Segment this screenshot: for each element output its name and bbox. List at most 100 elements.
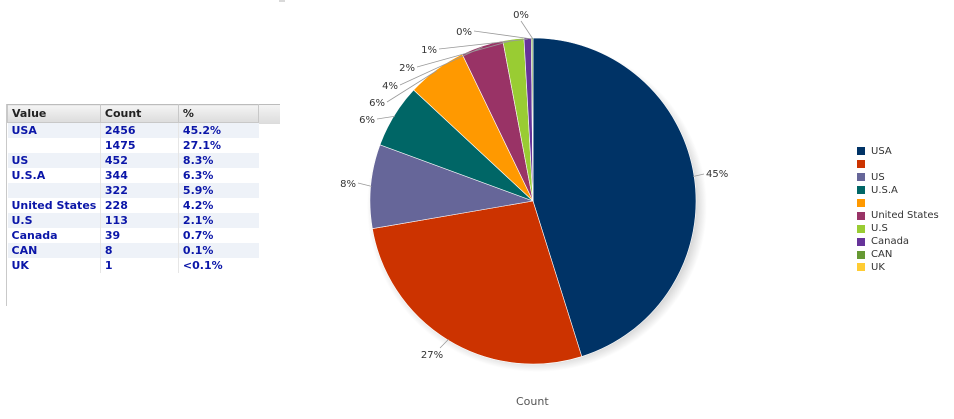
column-header-percent[interactable]: % bbox=[177, 104, 260, 123]
legend-item[interactable]: CAN bbox=[857, 248, 939, 261]
cell-percent: 27.1% bbox=[182, 139, 222, 152]
cell-value: USA bbox=[7, 122, 101, 138]
cell-count: 228 bbox=[100, 198, 179, 213]
pie-percent-label: 6% bbox=[369, 98, 385, 109]
legend-label: UK bbox=[871, 261, 885, 273]
legend-item[interactable]: UK bbox=[857, 261, 939, 274]
pie-percent-labels: 45% 27% 8% 6% 6% 4%2% 1% 0% 0% bbox=[340, 10, 728, 361]
table-header-row: Value Count % bbox=[7, 104, 260, 123]
table-row[interactable]: 1475 27.1% bbox=[7, 138, 259, 153]
table-row[interactable]: United States 228 4.2% bbox=[7, 198, 259, 213]
table-left-border bbox=[6, 104, 7, 306]
legend-swatch bbox=[857, 173, 865, 182]
pie-leader-line bbox=[416, 39, 514, 68]
pie-percent-label: 4% bbox=[382, 81, 398, 92]
pie-percent-label: 1% bbox=[421, 45, 437, 56]
cell-percent: 6.3% bbox=[182, 169, 214, 182]
pie-slices bbox=[369, 37, 697, 365]
chart-legend: USA US U.S.A United States U.S Canada CAN UK bbox=[857, 145, 939, 274]
legend-item[interactable]: Canada bbox=[857, 235, 939, 248]
pie-leader-line bbox=[438, 38, 528, 50]
table-header-filler bbox=[259, 104, 280, 124]
cell-value bbox=[7, 183, 101, 198]
legend-swatch bbox=[857, 147, 865, 156]
cell-count: 1475 bbox=[100, 138, 179, 153]
pie-leader-line bbox=[693, 173, 705, 177]
cell-value: Canada bbox=[7, 228, 101, 243]
frequency-table-panel: Value Count % USA 2456 45.2% 1475 27.1% … bbox=[7, 104, 280, 273]
pie-leader-lines bbox=[357, 20, 705, 349]
cell-count: 2456 bbox=[100, 122, 179, 138]
cell-count: 39 bbox=[100, 228, 179, 243]
legend-swatch bbox=[857, 263, 865, 272]
legend-label: Canada bbox=[871, 236, 910, 248]
legend-swatch bbox=[857, 186, 865, 195]
cell-value: United States bbox=[7, 198, 101, 213]
cell-value: U.S.A bbox=[7, 168, 101, 183]
cell-percent: 8.3% bbox=[178, 153, 259, 168]
legend-swatch bbox=[857, 211, 865, 220]
chart-axis-label: Count bbox=[516, 395, 549, 408]
pie-percent-label: 6% bbox=[359, 115, 375, 126]
cell-count: 113 bbox=[100, 213, 179, 228]
legend-swatch bbox=[857, 199, 865, 207]
legend-item[interactable] bbox=[857, 158, 939, 171]
pie-leader-line bbox=[439, 338, 449, 349]
table-row[interactable]: Canada 39 0.7% bbox=[7, 228, 259, 243]
top-edge-mark bbox=[279, 0, 285, 2]
cell-percent: 5.9% bbox=[178, 183, 259, 198]
table-row[interactable]: U.S 113 2.1% bbox=[7, 213, 259, 228]
table-row[interactable]: USA 2456 45.2% bbox=[7, 122, 259, 138]
pie-percent-label: 0% bbox=[513, 10, 529, 21]
legend-label: US bbox=[871, 171, 885, 183]
pie-leader-line bbox=[473, 30, 533, 40]
frequency-table: Value Count % USA 2456 45.2% 1475 27.1% … bbox=[7, 104, 260, 273]
cell-percent: <0.1% bbox=[182, 259, 223, 272]
pie-leader-line bbox=[376, 115, 395, 120]
cell-count: 452 bbox=[100, 153, 179, 168]
cell-value: CAN bbox=[7, 243, 101, 258]
cell-percent: 0.1% bbox=[178, 243, 259, 258]
legend-item[interactable] bbox=[857, 197, 939, 210]
cell-percent: 4.2% bbox=[182, 199, 214, 212]
pie-percent-label: 8% bbox=[340, 179, 356, 190]
legend-label: United States bbox=[871, 210, 939, 222]
pie-leader-line bbox=[399, 46, 483, 86]
legend-swatch bbox=[857, 250, 865, 259]
pie-percent-label: 2% bbox=[399, 63, 415, 74]
legend-item[interactable]: U.S bbox=[857, 222, 939, 235]
cell-percent: 2.1% bbox=[178, 213, 259, 228]
column-header-value[interactable]: Value bbox=[7, 104, 101, 123]
legend-item[interactable]: U.S.A bbox=[857, 184, 939, 197]
legend-label: CAN bbox=[871, 249, 893, 261]
pie-leader-line bbox=[520, 20, 534, 40]
legend-label: U.S.A bbox=[871, 184, 898, 196]
legend-item[interactable]: US bbox=[857, 171, 939, 184]
legend-swatch bbox=[857, 160, 865, 169]
cell-percent: 45.2% bbox=[178, 122, 259, 138]
pie-leader-line bbox=[357, 182, 372, 187]
legend-item[interactable]: United States bbox=[857, 209, 939, 222]
table-row[interactable]: U.S.A 344 6.3% bbox=[7, 168, 259, 183]
cell-count: 1 bbox=[100, 258, 179, 273]
table-row[interactable]: 322 5.9% bbox=[7, 183, 259, 198]
pie-percent-label: 27% bbox=[421, 350, 443, 361]
cell-count: 8 bbox=[100, 243, 179, 258]
cell-percent: 0.7% bbox=[182, 229, 214, 242]
pie-leader-line bbox=[386, 70, 438, 103]
table-row[interactable]: CAN 8 0.1% bbox=[7, 243, 259, 258]
legend-swatch bbox=[857, 224, 865, 233]
legend-swatch bbox=[857, 237, 865, 246]
legend-label: U.S bbox=[871, 223, 888, 235]
cell-count: 322 bbox=[100, 183, 179, 198]
table-row[interactable]: US 452 8.3% bbox=[7, 153, 259, 168]
pie-percent-label: 0% bbox=[456, 27, 472, 38]
legend-label: USA bbox=[871, 145, 892, 157]
cell-value: U.S bbox=[7, 213, 101, 228]
table-row[interactable]: UK 1 <0.1% bbox=[7, 258, 259, 273]
legend-item[interactable]: USA bbox=[857, 145, 939, 158]
cell-value: UK bbox=[7, 258, 101, 273]
cell-value: US bbox=[7, 153, 101, 168]
cell-value bbox=[7, 138, 101, 153]
